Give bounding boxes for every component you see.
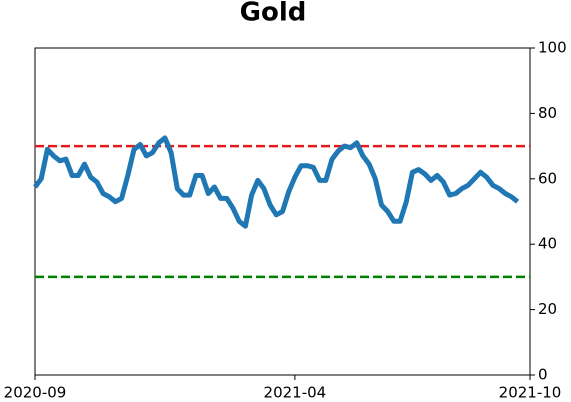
y-tick-label: 60 [538,169,557,187]
y-tick-label: 20 [538,300,557,318]
chart-title: Gold [240,0,307,28]
x-tick-label: 2020-09 [4,384,67,402]
plot-frame [34,47,531,376]
x-tick-label: 2021-04 [264,384,327,402]
y-tick-label: 80 [538,104,557,122]
y-tick-label: 40 [538,235,557,253]
y-tick-label: 0 [538,366,548,384]
y-tick-label: 100 [538,39,567,57]
data-line [33,135,520,229]
x-tick-label: 2021-10 [499,384,562,402]
